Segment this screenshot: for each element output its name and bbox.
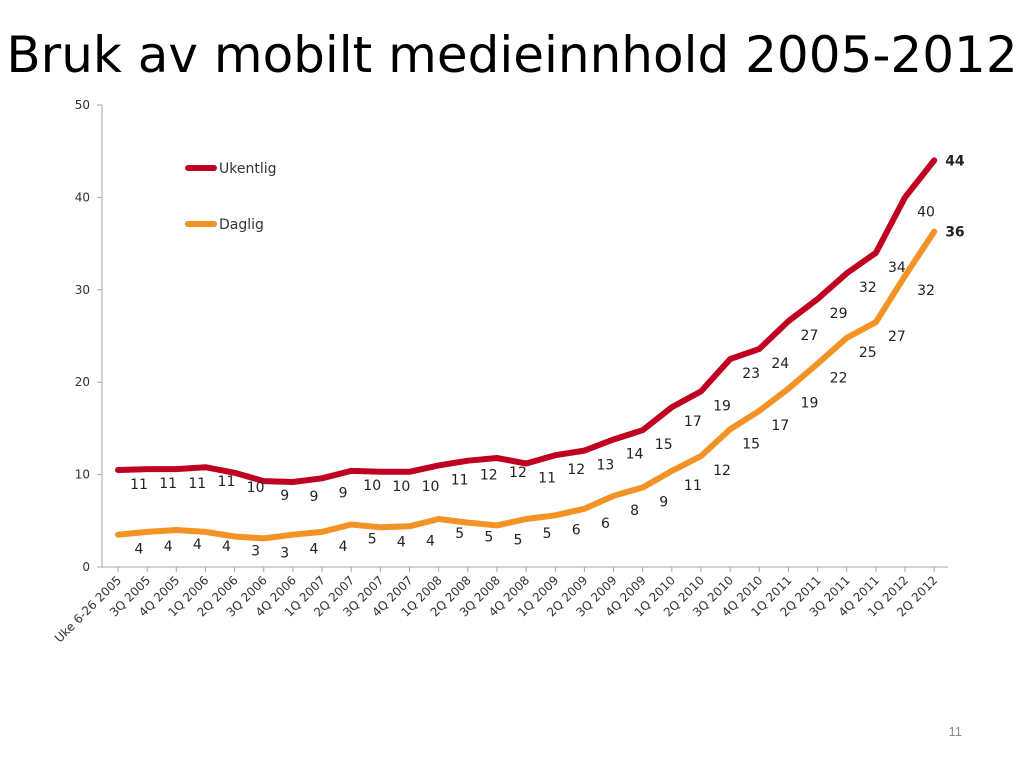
data-label-daglig: 27 bbox=[888, 329, 906, 345]
data-label-ukentlig: 13 bbox=[596, 458, 614, 474]
data-label-ukentlig: 10 bbox=[392, 479, 410, 495]
data-label-daglig: 4 bbox=[339, 539, 348, 555]
data-label-daglig: 4 bbox=[222, 539, 231, 555]
data-label-ukentlig: 12 bbox=[509, 465, 527, 481]
page-number: 11 bbox=[948, 724, 963, 739]
series-line-daglig bbox=[115, 228, 938, 542]
data-label-daglig: 5 bbox=[543, 526, 552, 542]
data-label-daglig: 4 bbox=[397, 534, 406, 550]
data-label-daglig: 4 bbox=[193, 537, 202, 553]
data-label-daglig: 5 bbox=[368, 531, 377, 547]
y-tick-label: 30 bbox=[75, 283, 90, 297]
data-label-ukentlig: 12 bbox=[480, 468, 498, 484]
y-tick-label: 0 bbox=[82, 560, 90, 574]
data-label-ukentlig: 11 bbox=[130, 477, 148, 493]
data-label-ukentlig: 34 bbox=[888, 260, 906, 276]
legend-label: Ukentlig bbox=[219, 161, 277, 177]
data-label-daglig: 12 bbox=[713, 463, 731, 479]
data-label-ukentlig: 27 bbox=[801, 328, 819, 344]
data-label-daglig: 17 bbox=[771, 418, 789, 434]
data-label-ukentlig: 32 bbox=[859, 280, 877, 296]
data-label-ukentlig: 10 bbox=[247, 480, 265, 496]
data-label-ukentlig: 12 bbox=[567, 462, 585, 478]
data-label-ukentlig: 29 bbox=[830, 306, 848, 322]
data-label-ukentlig: 10 bbox=[422, 479, 440, 495]
data-label-ukentlig: 9 bbox=[339, 485, 348, 501]
data-label-ukentlig: 24 bbox=[771, 356, 789, 372]
data-label-daglig: 32 bbox=[917, 283, 935, 299]
data-label-ukentlig: 15 bbox=[655, 437, 673, 453]
data-label-daglig: 4 bbox=[135, 542, 144, 558]
data-label-ukentlig: 44 bbox=[945, 153, 965, 169]
data-label-daglig: 4 bbox=[426, 533, 435, 549]
y-tick-label: 50 bbox=[75, 98, 90, 112]
data-label-ukentlig: 11 bbox=[218, 474, 236, 490]
data-label-daglig: 3 bbox=[280, 545, 289, 561]
data-label-daglig: 9 bbox=[659, 495, 668, 511]
data-label-daglig: 6 bbox=[572, 522, 581, 538]
data-label-daglig: 5 bbox=[455, 526, 464, 542]
data-label-daglig: 4 bbox=[164, 539, 173, 555]
chart-lines bbox=[115, 157, 938, 542]
data-label-ukentlig: 11 bbox=[538, 471, 556, 487]
data-label-ukentlig: 9 bbox=[280, 488, 289, 504]
chart-legend: Ukentlig Daglig bbox=[185, 161, 277, 233]
data-label-daglig: 15 bbox=[742, 436, 760, 452]
data-label-ukentlig: 11 bbox=[159, 476, 177, 492]
legend-label: Daglig bbox=[219, 217, 264, 233]
data-label-ukentlig: 17 bbox=[684, 414, 702, 430]
data-label-daglig: 36 bbox=[945, 225, 964, 241]
slide-title: Bruk av mobilt medieinnhold 2005-2012 bbox=[6, 26, 1018, 84]
data-label-daglig: 6 bbox=[601, 516, 610, 532]
data-label-daglig: 25 bbox=[859, 345, 877, 361]
data-label-ukentlig: 40 bbox=[917, 204, 935, 220]
data-label-daglig: 19 bbox=[801, 396, 819, 412]
data-label-daglig: 3 bbox=[251, 544, 260, 560]
y-tick-label: 20 bbox=[75, 375, 90, 389]
data-label-ukentlig: 19 bbox=[713, 398, 731, 414]
data-label-ukentlig: 10 bbox=[363, 478, 381, 494]
data-label-daglig: 11 bbox=[684, 478, 702, 494]
data-label-ukentlig: 11 bbox=[451, 472, 469, 488]
data-label-daglig: 4 bbox=[309, 542, 318, 558]
data-label-daglig: 22 bbox=[830, 371, 848, 387]
series-line-ukentlig bbox=[115, 157, 938, 485]
data-label-ukentlig: 11 bbox=[188, 476, 206, 492]
data-label-ukentlig: 14 bbox=[626, 446, 644, 462]
data-label-daglig: 5 bbox=[513, 532, 522, 548]
y-tick-label: 10 bbox=[75, 468, 90, 482]
y-tick-label: 40 bbox=[75, 190, 90, 204]
chart-data-labels: 11 11 11 11 10 9 9 9 10 10 10 11 12 12 11 12 13 14 15 17 19 2… bbox=[130, 153, 965, 561]
data-label-ukentlig: 23 bbox=[742, 366, 760, 382]
data-label-daglig: 5 bbox=[484, 530, 493, 546]
data-label-ukentlig: 9 bbox=[309, 489, 318, 505]
data-label-daglig: 8 bbox=[630, 503, 639, 519]
